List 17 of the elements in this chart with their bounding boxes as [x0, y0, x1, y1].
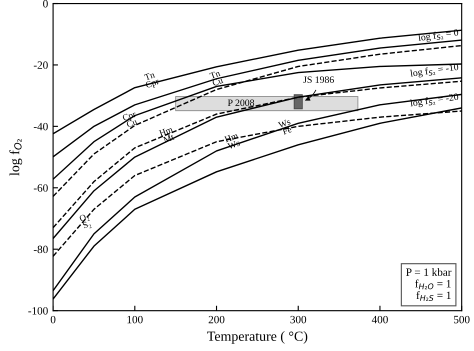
x-tick-label: 400	[372, 316, 388, 324]
text: P = 1 kbar f$_{H₂O}$ = 1 f$_{H₂S}$ = 1	[406, 268, 452, 301]
annotation: P 2008	[228, 100, 254, 106]
x-tick-label: 500	[454, 316, 470, 324]
y-tick-label: -100	[28, 307, 48, 315]
y-tick-label: -40	[34, 122, 48, 130]
x-tick-label: 0	[50, 316, 56, 324]
y-tick-label: -20	[34, 61, 48, 69]
x-tick-label: 300	[290, 316, 306, 324]
y-axis-title: log f$_{O₂}$	[9, 139, 22, 176]
y-tick-label: -60	[34, 184, 48, 192]
x-tick-label: 100	[127, 316, 143, 324]
annotation: JS 1986	[303, 76, 334, 83]
y-tick-label: -80	[34, 246, 48, 254]
x-axis-title: Temperature ( °C)	[207, 331, 308, 344]
x-tick-label: 200	[208, 316, 224, 324]
y-tick-label: 0	[43, 0, 48, 8]
